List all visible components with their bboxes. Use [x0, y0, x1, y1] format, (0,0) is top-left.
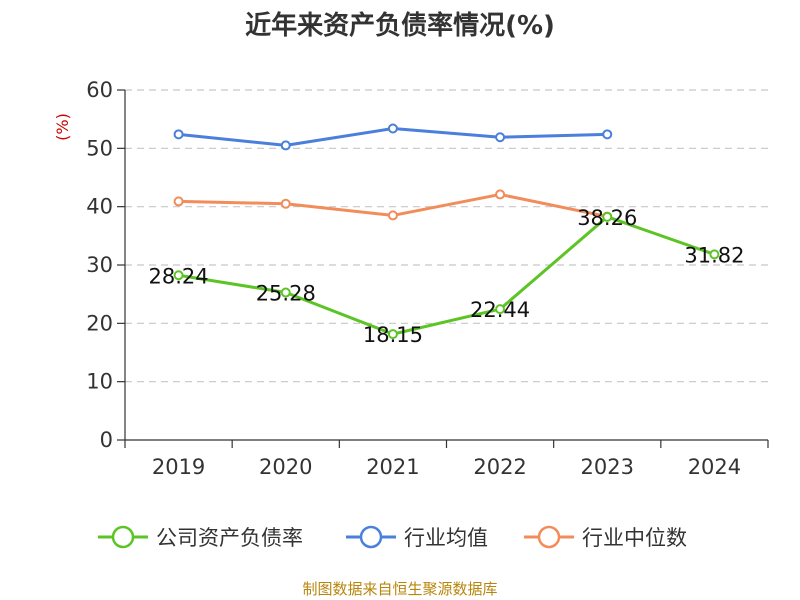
data-point-2	[495, 189, 506, 200]
legend-label: 行业中位数	[582, 526, 687, 550]
source-note: 制图数据来自恒生聚源数据库	[302, 580, 497, 598]
y-tick-label: 0	[100, 428, 113, 452]
series-line-0	[178, 215, 715, 336]
data-point-0	[495, 304, 506, 315]
legend: 公司资产负债率 行业均值 行业中位数	[98, 525, 687, 550]
y-tick-label: 50	[86, 136, 113, 160]
x-tick-label: 2020	[259, 455, 312, 479]
chart-title: 近年来资产负债率情况(%)	[245, 10, 555, 41]
data-point-0	[387, 329, 398, 340]
data-point-1	[173, 129, 184, 140]
y-tick-label: 30	[86, 253, 113, 277]
data-point-1	[602, 129, 613, 140]
data-label: 25.28	[256, 282, 316, 306]
legend-label: 公司资产负债率	[156, 526, 303, 550]
x-tick-label: 2024	[688, 455, 741, 479]
legend-label: 行业均值	[404, 526, 488, 550]
data-point-0	[602, 211, 613, 222]
data-point-1	[280, 140, 291, 151]
data-label: 22.44	[470, 298, 530, 322]
data-point-1	[495, 132, 506, 143]
data-label: 31.82	[684, 243, 744, 267]
legend-marker	[359, 525, 383, 549]
legend-marker	[111, 525, 135, 549]
data-point-2	[173, 196, 184, 207]
y-tick-label: 40	[86, 195, 113, 219]
data-labels: 28.24 25.28 18.15 22.44 38.26 31.82	[149, 206, 745, 347]
series-layer	[173, 123, 720, 340]
data-label: 18.15	[363, 323, 423, 347]
data-point-2	[387, 210, 398, 221]
y-tick-label: 20	[86, 311, 113, 335]
axes: 0 10 20 30 40 50 60 2019 2020 2021 2022 2023 2024	[86, 78, 769, 479]
x-tick-label: 2021	[366, 455, 419, 479]
data-point-0	[709, 249, 720, 260]
x-tick-label: 2019	[152, 455, 205, 479]
x-tick-label: 2022	[473, 455, 526, 479]
legend-marker	[537, 525, 561, 549]
data-point-1	[387, 123, 398, 134]
data-point-0	[280, 287, 291, 298]
y-tick-label: 60	[86, 78, 113, 102]
y-tick-label: 10	[86, 370, 113, 394]
data-point-2	[280, 198, 291, 209]
y-axis-label: (%)	[53, 113, 72, 141]
data-point-0	[173, 270, 184, 281]
x-tick-label: 2023	[581, 455, 634, 479]
data-label: 38.26	[577, 206, 637, 230]
data-label: 28.24	[149, 264, 209, 288]
